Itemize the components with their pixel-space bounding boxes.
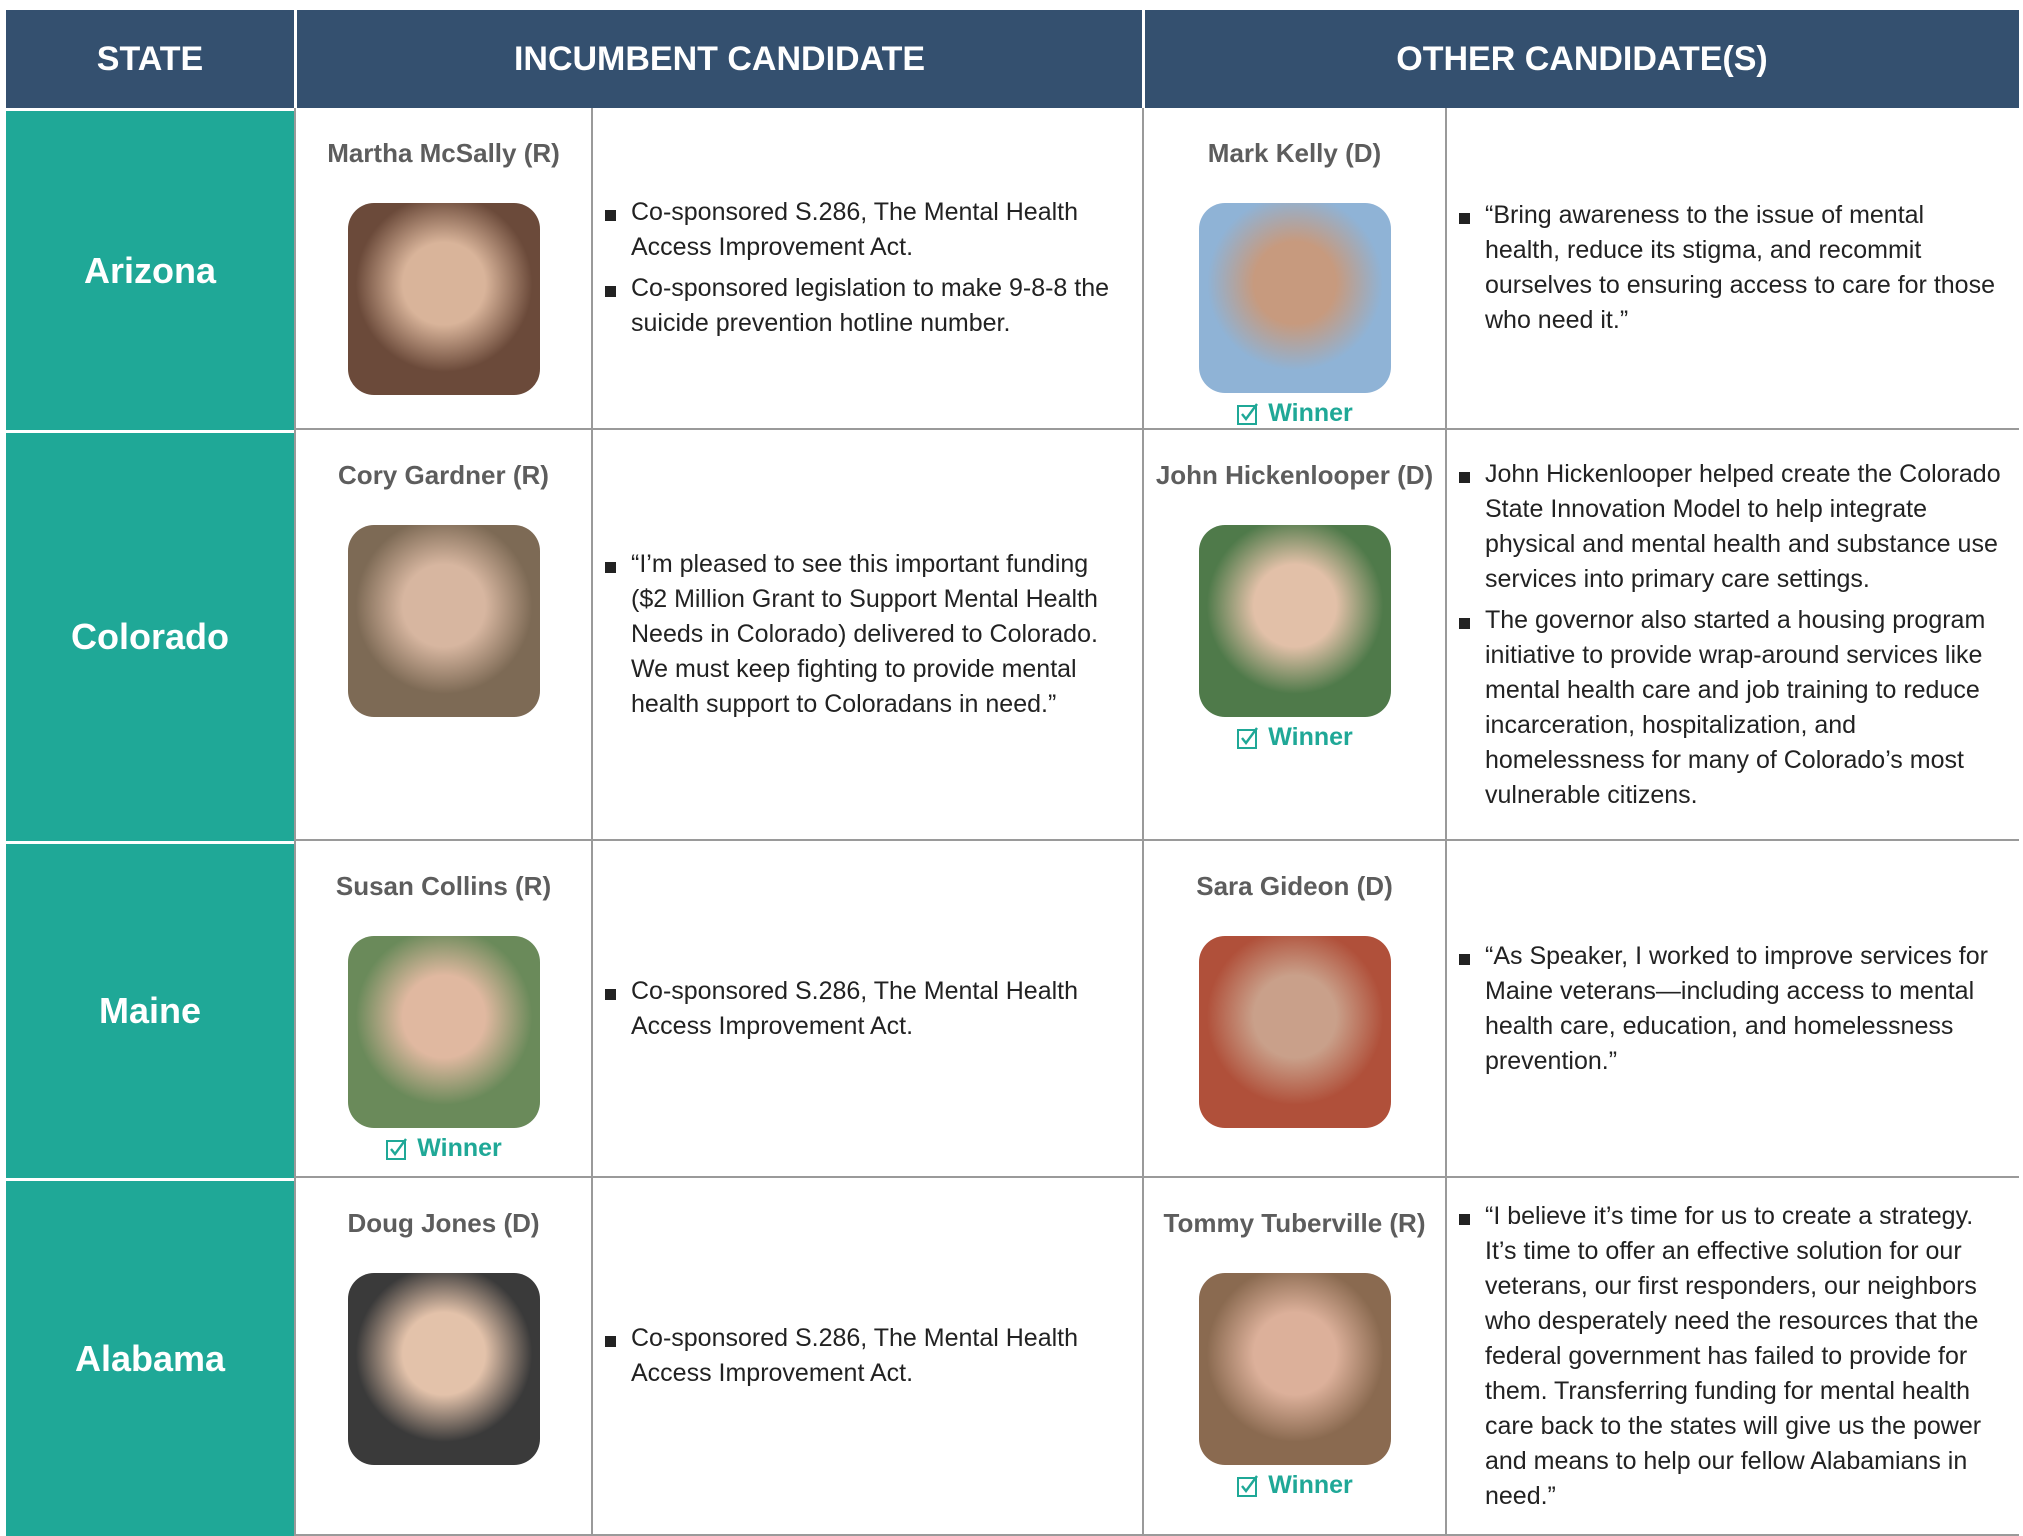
- statement-cell: Co-sponsored S.286, The Mental Health Ac…: [591, 841, 1142, 1178]
- candidate-photo: [1198, 1273, 1391, 1465]
- comparison-table: STATE INCUMBENT CANDIDATE OTHER CANDIDATE(…: [6, 10, 2019, 1536]
- check-icon: [1237, 726, 1259, 749]
- winner-label: Winner: [1268, 1471, 1353, 1499]
- statement-cell: “As Speaker, I worked to improve service…: [1445, 841, 2019, 1178]
- winner-label: Winner: [1268, 399, 1353, 427]
- candidate-photo: [1198, 203, 1391, 393]
- column-header: OTHER CANDIDATE(S): [1142, 10, 2019, 108]
- candidate-cell: Cory Gardner (R): [294, 430, 591, 841]
- state-name: Maine: [6, 841, 294, 1178]
- bullet-point: Co-sponsored S.286, The Mental Health Ac…: [605, 974, 1128, 1044]
- bullet-point: “Bring awareness to the issue of mental …: [1459, 198, 2005, 338]
- statement-cell: “I’m pleased to see this important fundi…: [591, 430, 1142, 841]
- bullet-point: Co-sponsored legislation to make 9-8-8 t…: [605, 271, 1128, 341]
- candidate-name: Doug Jones (D): [347, 1208, 540, 1238]
- column-header: INCUMBENT CANDIDATE: [294, 10, 1142, 108]
- check-icon: [1237, 402, 1259, 425]
- candidate-cell: Martha McSally (R): [294, 108, 591, 430]
- statement-cell: Co-sponsored S.286, The Mental Health Ac…: [591, 1178, 1142, 1536]
- winner-badge: Winner: [1236, 723, 1353, 752]
- bullet-point: “I’m pleased to see this important fundi…: [605, 547, 1128, 722]
- candidate-photo: [347, 525, 540, 717]
- candidate-photo: [1198, 936, 1391, 1128]
- candidate-cell: Susan Collins (R) Winner: [294, 841, 591, 1178]
- state-name: Colorado: [6, 430, 294, 841]
- candidate-cell: Tommy Tuberville (R) Winner: [1142, 1178, 1445, 1536]
- state-name: Alabama: [6, 1178, 294, 1536]
- statement-cell: John Hickenlooper helped create the Colo…: [1445, 430, 2019, 841]
- statement-cell: Co-sponsored S.286, The Mental Health Ac…: [591, 108, 1142, 430]
- winner-badge: Winner: [1236, 399, 1353, 428]
- candidate-photo: [347, 936, 540, 1128]
- candidate-name: Cory Gardner (R): [338, 460, 549, 490]
- statement-cell: “Bring awareness to the issue of mental …: [1445, 108, 2019, 430]
- winner-label: Winner: [417, 1134, 502, 1162]
- candidate-name: Susan Collins (R): [335, 871, 552, 901]
- candidate-photo: [1198, 525, 1391, 717]
- bullet-point: Co-sponsored S.286, The Mental Health Ac…: [605, 195, 1128, 265]
- candidate-name: Tommy Tuberville (R): [1163, 1208, 1426, 1238]
- check-icon: [1237, 1474, 1259, 1497]
- winner-badge: Winner: [385, 1134, 502, 1163]
- winner-label: Winner: [1268, 723, 1353, 751]
- candidate-cell: Doug Jones (D): [294, 1178, 591, 1536]
- bullet-point: John Hickenlooper helped create the Colo…: [1459, 457, 2005, 597]
- column-header: STATE: [6, 10, 294, 108]
- check-icon: [386, 1137, 408, 1160]
- candidate-photo: [347, 1273, 540, 1465]
- candidate-cell: Mark Kelly (D) Winner: [1142, 108, 1445, 430]
- bullet-point: Co-sponsored S.286, The Mental Health Ac…: [605, 1321, 1128, 1391]
- candidate-cell: Sara Gideon (D): [1142, 841, 1445, 1178]
- candidate-name: John Hickenlooper (D): [1155, 460, 1434, 490]
- candidate-cell: John Hickenlooper (D) Winner: [1142, 430, 1445, 841]
- bullet-point: “I believe it’s time for us to create a …: [1459, 1199, 2005, 1514]
- bullet-point: The governor also started a housing prog…: [1459, 603, 2005, 813]
- candidate-photo: [347, 203, 540, 395]
- candidate-name: Sara Gideon (D): [1196, 871, 1393, 901]
- candidate-name: Mark Kelly (D): [1207, 138, 1382, 168]
- candidate-name: Martha McSally (R): [327, 138, 560, 168]
- statement-cell: “I believe it’s time for us to create a …: [1445, 1178, 2019, 1536]
- bullet-point: “As Speaker, I worked to improve service…: [1459, 939, 2005, 1079]
- state-name: Arizona: [6, 108, 294, 430]
- winner-badge: Winner: [1236, 1471, 1353, 1500]
